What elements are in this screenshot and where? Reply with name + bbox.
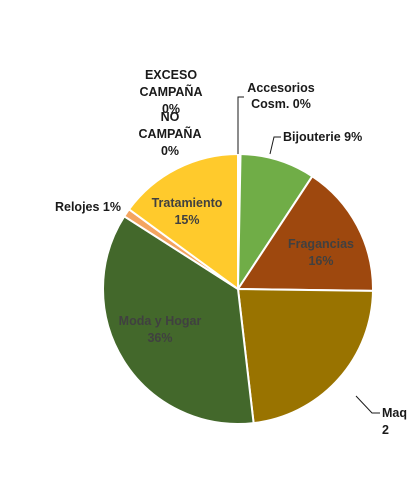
- data-label-line: Cosm. 0%: [251, 97, 311, 111]
- pie-slice-tratamiento: [127, 152, 239, 291]
- data-label-nocampana: NO CAMPAÑA 0%: [139, 110, 202, 158]
- data-label-line: CAMPAÑA: [139, 126, 202, 141]
- data-labels: EXCESO CAMPAÑA 0%NO CAMPAÑA 0%Accesorios Cosm…: [55, 68, 407, 437]
- data-label-accesorios: Accesorios Cosm. 0%: [247, 81, 314, 111]
- data-label-line: Bijouterie 9%: [283, 130, 362, 144]
- pie-slice-fragancias: [236, 174, 374, 292]
- leader-line-bijouterie: [269, 136, 281, 155]
- data-label-line: EXCESO: [145, 68, 197, 82]
- leader-line-accesorios: [237, 96, 244, 154]
- data-label-fragancias: Fragancias 16%: [288, 237, 354, 268]
- data-label-line: 0%: [161, 144, 179, 158]
- data-label-line: Fragancias: [288, 237, 354, 251]
- data-label-line: Relojes 1%: [55, 200, 121, 214]
- data-label-bijouterie: Bijouterie 9%: [283, 130, 362, 144]
- data-label-line: Accesorios: [247, 81, 314, 95]
- data-label-line: 2: [382, 423, 389, 437]
- pie-slice-moda: [102, 214, 255, 425]
- data-label-line: NO: [161, 110, 180, 124]
- data-label-tratamiento: Tratamiento 15%: [152, 196, 223, 227]
- data-label-line: 15%: [174, 213, 199, 227]
- data-label-line: 16%: [308, 254, 333, 268]
- data-label-line: 0%: [162, 102, 180, 116]
- leader-lines: [237, 96, 380, 414]
- data-label-moda: Moda y Hogar 36%: [119, 314, 202, 345]
- data-label-exceso: EXCESO CAMPAÑA 0%: [140, 68, 203, 116]
- data-label-relojes: Relojes 1%: [55, 200, 121, 214]
- leader-line-maquillaje: [355, 395, 380, 414]
- pie-slices: [102, 152, 375, 425]
- data-label-line: CAMPAÑA: [140, 84, 203, 99]
- data-label-line: Tratamiento: [152, 196, 223, 210]
- data-label-line: Moda y Hogar: [119, 314, 202, 328]
- data-label-maquillaje: Maq 2: [382, 406, 407, 437]
- pie-slice-maquillaje: [236, 287, 375, 425]
- data-label-line: Maq: [382, 406, 407, 420]
- data-label-line: 36%: [147, 331, 172, 345]
